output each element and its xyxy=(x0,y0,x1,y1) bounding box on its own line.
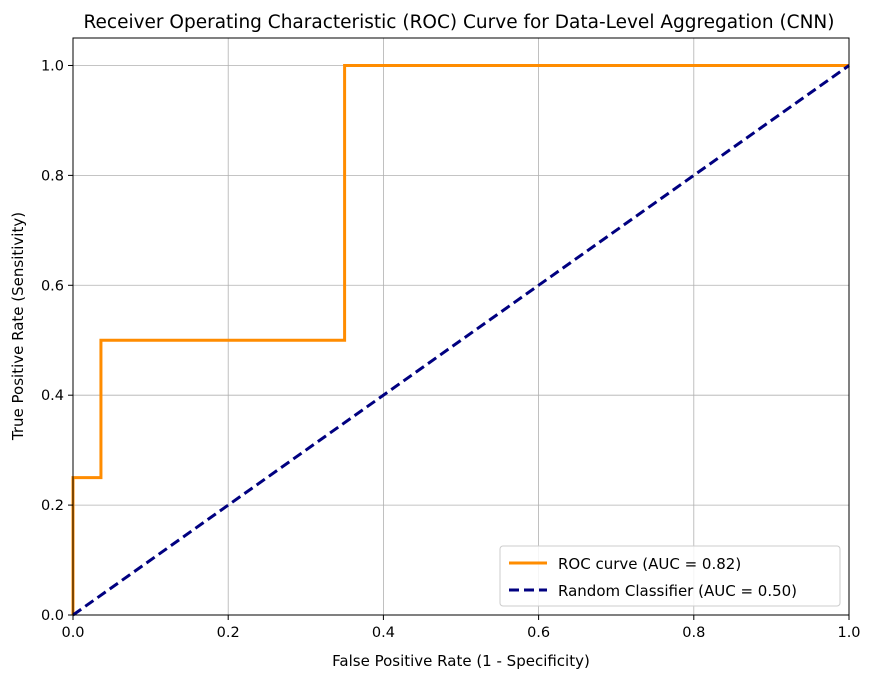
y-tick-label: 1.0 xyxy=(41,58,64,74)
x-axis-label: False Positive Rate (1 - Specificity) xyxy=(332,652,590,670)
x-tick-label: 0.0 xyxy=(61,625,84,641)
x-tick-label: 0.2 xyxy=(217,625,240,641)
y-tick-label: 0.2 xyxy=(41,498,64,514)
plot-frame xyxy=(72,37,850,616)
y-axis-ticks: 0.0 0.2 0.4 0.6 0.8 1.0 xyxy=(41,58,73,624)
x-tick-label: 0.4 xyxy=(372,625,395,641)
legend-box xyxy=(499,545,841,607)
chart-title: Receiver Operating Characteristic (ROC) … xyxy=(84,12,835,33)
grid xyxy=(72,38,850,616)
legend-label-roc: ROC curve (AUC = 0.82) xyxy=(558,555,741,573)
y-tick-label: 0.8 xyxy=(41,168,64,184)
x-tick-label: 0.6 xyxy=(527,625,550,641)
x-tick-label: 0.8 xyxy=(682,625,705,641)
x-tick-label: 1.0 xyxy=(837,625,860,641)
legend: ROC curve (AUC = 0.82) Random Classifier… xyxy=(499,545,841,607)
y-tick-label: 0.0 xyxy=(41,608,64,624)
random-classifier-line xyxy=(72,64,850,617)
legend-label-random: Random Classifier (AUC = 0.50) xyxy=(558,582,797,600)
x-axis-ticks: 0.0 0.2 0.4 0.6 0.8 1.0 xyxy=(61,615,861,641)
y-tick-label: 0.4 xyxy=(41,388,64,404)
series-layer xyxy=(71,63,850,617)
y-axis-label: True Positive Rate (Sensitivity) xyxy=(9,212,27,441)
y-tick-label: 0.6 xyxy=(41,278,64,294)
